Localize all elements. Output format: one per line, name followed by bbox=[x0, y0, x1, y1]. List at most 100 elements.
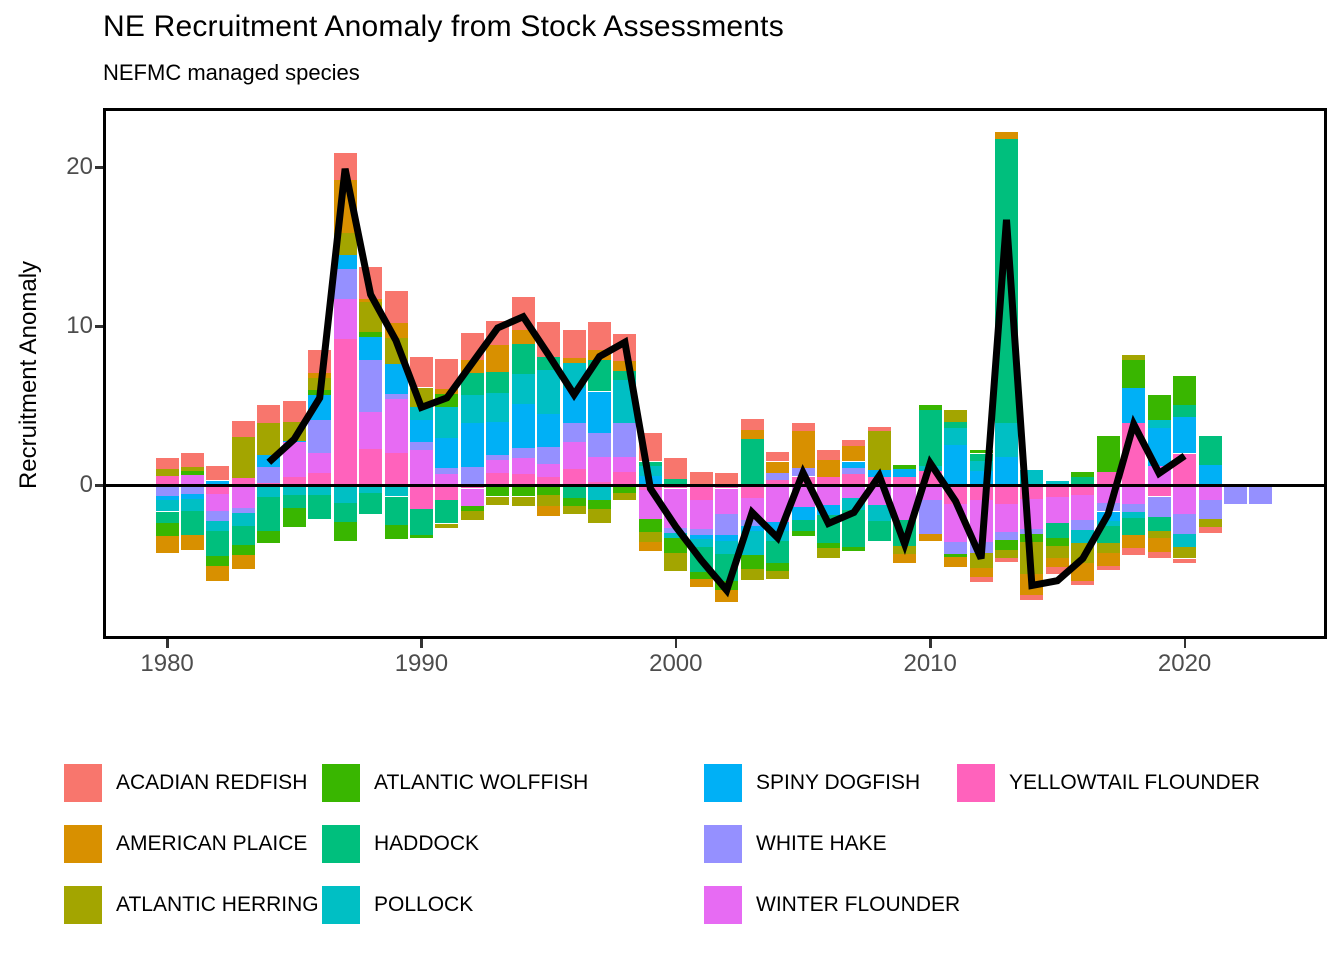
bar-segment bbox=[409, 509, 433, 535]
bar-segment bbox=[995, 456, 1018, 486]
bar-segment bbox=[715, 541, 739, 554]
y-tick-mark bbox=[95, 325, 103, 328]
bar-segment bbox=[944, 421, 968, 429]
bar-segment bbox=[460, 506, 484, 511]
bar-segment bbox=[1045, 537, 1069, 546]
bar-segment bbox=[1071, 520, 1095, 530]
bar-segment bbox=[689, 485, 713, 500]
legend-swatch bbox=[322, 825, 360, 863]
bar-segment bbox=[1096, 552, 1120, 567]
bar-segment bbox=[1045, 497, 1069, 523]
bar-segment bbox=[969, 576, 993, 582]
bar-segment bbox=[537, 494, 561, 506]
bar-segment bbox=[766, 461, 790, 474]
bar-segment bbox=[359, 336, 383, 360]
legend-swatch bbox=[64, 886, 102, 924]
bar-segment bbox=[435, 485, 459, 500]
bar-segment bbox=[511, 474, 535, 486]
bar-segment bbox=[562, 485, 586, 498]
legend-label: ACADIAN REDFISH bbox=[116, 771, 308, 794]
bar-segment bbox=[206, 531, 230, 557]
bar-segment bbox=[257, 405, 281, 424]
x-tick-mark bbox=[1183, 639, 1187, 648]
bar-segment bbox=[206, 510, 230, 522]
bar-segment bbox=[333, 502, 357, 522]
bar-segment bbox=[537, 485, 561, 495]
bar-segment bbox=[537, 447, 561, 464]
bar-segment bbox=[435, 499, 459, 524]
legend-label: SPINY DOGFISH bbox=[756, 771, 921, 794]
bar-segment bbox=[460, 423, 484, 467]
bar-segment bbox=[944, 409, 968, 422]
bar-segment bbox=[588, 499, 611, 510]
legend-label: YELLOWTAIL FLOUNDER bbox=[1009, 771, 1260, 794]
bar-segment bbox=[1096, 543, 1120, 553]
bar-segment bbox=[1122, 511, 1146, 518]
bar-segment bbox=[791, 531, 815, 537]
bar-segment bbox=[588, 485, 611, 500]
bar-segment bbox=[816, 450, 840, 460]
bar-segment bbox=[155, 511, 179, 523]
bar-segment bbox=[511, 404, 535, 448]
bar-segment bbox=[995, 549, 1018, 558]
bar-segment bbox=[1122, 359, 1146, 389]
bar-segment bbox=[715, 472, 739, 486]
bar-segment bbox=[511, 330, 535, 344]
legend-swatch bbox=[322, 764, 360, 802]
bar-segment bbox=[206, 521, 230, 532]
bar-segment bbox=[231, 436, 255, 479]
bar-segment bbox=[562, 329, 586, 359]
bar-segment bbox=[1096, 521, 1120, 526]
bar-segment bbox=[155, 469, 179, 476]
bar-segment bbox=[613, 493, 637, 500]
bar-segment bbox=[995, 503, 1018, 533]
bar-segment bbox=[206, 485, 230, 494]
bar-segment bbox=[511, 448, 535, 458]
bar-segment bbox=[231, 507, 255, 514]
bar-segment bbox=[537, 413, 561, 448]
bar-segment bbox=[766, 485, 790, 522]
legend-label: HADDOCK bbox=[374, 832, 480, 855]
bar-segment bbox=[231, 554, 255, 569]
bar-segment bbox=[486, 371, 510, 394]
bar-segment bbox=[1071, 471, 1095, 477]
bar-segment bbox=[435, 474, 459, 486]
bar-segment bbox=[384, 398, 408, 453]
bar-segment bbox=[486, 473, 510, 486]
bar-segment bbox=[537, 463, 561, 478]
bar-segment bbox=[1045, 480, 1069, 486]
bar-segment bbox=[1045, 485, 1069, 498]
bar-segment bbox=[689, 471, 713, 486]
bar-segment bbox=[1071, 529, 1095, 544]
bar-segment bbox=[816, 485, 840, 506]
bar-segment bbox=[715, 488, 739, 514]
legend-label: POLLOCK bbox=[374, 893, 474, 916]
bar-segment bbox=[460, 488, 484, 506]
bar-segment bbox=[969, 552, 993, 568]
bar-segment bbox=[588, 456, 611, 483]
zero-baseline bbox=[106, 484, 1327, 487]
legend-swatch bbox=[704, 886, 742, 924]
bar-segment bbox=[664, 485, 688, 489]
bar-segment bbox=[1223, 485, 1247, 505]
x-tick-label: 2010 bbox=[903, 650, 957, 677]
bar-segment bbox=[257, 467, 281, 483]
bar-segment bbox=[308, 485, 332, 495]
bar-segment bbox=[511, 496, 535, 506]
bar-segment bbox=[384, 363, 408, 394]
bar-segment bbox=[308, 420, 332, 453]
bar-segment bbox=[486, 455, 510, 460]
bar-segment bbox=[1173, 558, 1197, 564]
bar-segment bbox=[384, 291, 408, 324]
x-tick-label: 1990 bbox=[394, 650, 449, 677]
bar-segment bbox=[1173, 416, 1197, 454]
bar-segment bbox=[409, 442, 433, 451]
bar-segment bbox=[1045, 567, 1069, 575]
bar-segment bbox=[638, 541, 662, 552]
bar-segment bbox=[181, 510, 204, 536]
bar-segment bbox=[1198, 500, 1222, 519]
y-tick-mark bbox=[95, 484, 103, 487]
bar-segment bbox=[1173, 405, 1197, 417]
bar-segment bbox=[257, 530, 281, 544]
x-tick-mark bbox=[929, 639, 932, 648]
